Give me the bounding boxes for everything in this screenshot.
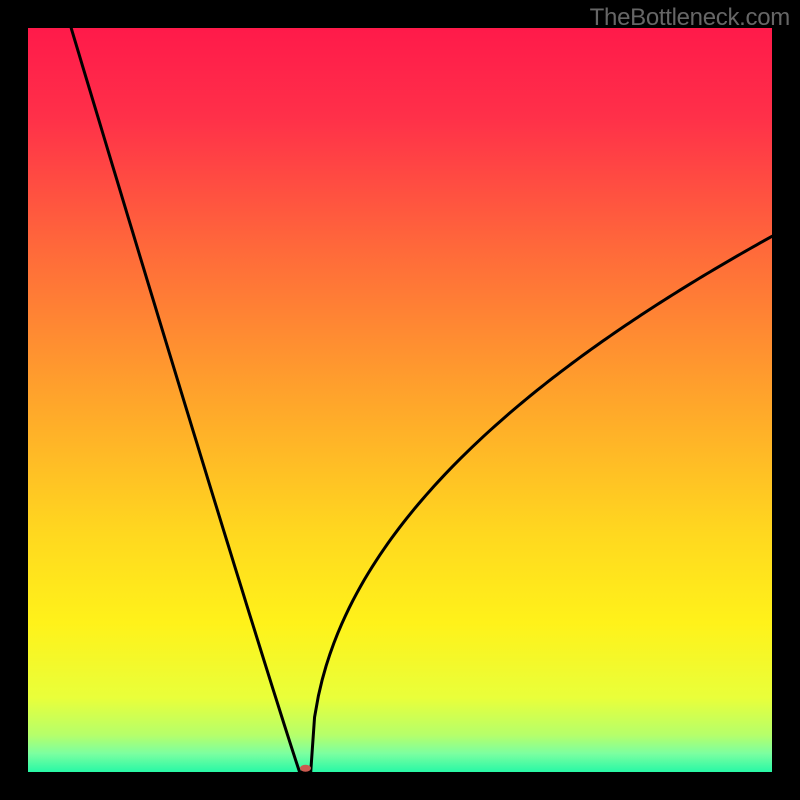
- bottleneck-curve-chart: [28, 28, 772, 772]
- optimal-point-marker: [300, 765, 311, 772]
- chart-frame: TheBottleneck.com: [0, 0, 800, 800]
- plot-area: [28, 28, 772, 772]
- gradient-background: [28, 28, 772, 772]
